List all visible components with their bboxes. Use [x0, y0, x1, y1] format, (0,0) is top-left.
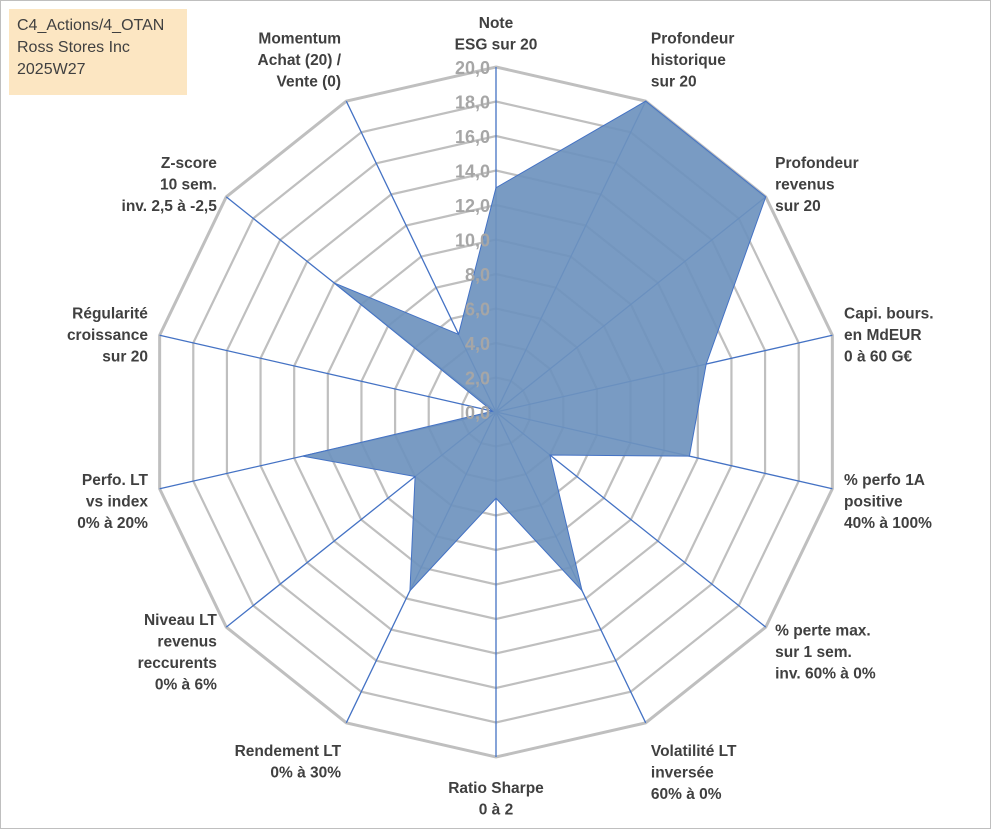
info-portfolio: C4_Actions/4_OTAN — [17, 17, 165, 34]
category-label: Momentum Achat (20) / Vente (0) — [258, 31, 342, 91]
category-label: Rendement LT 0% à 30% — [235, 743, 342, 782]
category-label: % perte max. sur 1 sem. inv. 60% à 0% — [775, 623, 876, 683]
tick-label: 14,0 — [455, 162, 490, 182]
category-label: Régularité croissance sur 20 — [67, 305, 148, 365]
tick-label: 10,0 — [455, 231, 490, 251]
category-label: Z-score 10 sem. inv. 2,5 à -2,5 — [122, 155, 218, 215]
category-label: Volatilité LT inversée 60% à 0% — [651, 743, 737, 803]
tick-label: 0,0 — [465, 403, 490, 423]
category-label: Ratio Sharpe 0 à 2 — [448, 780, 544, 819]
info-box: C4_Actions/4_OTAN Ross Stores Inc 2025W2… — [9, 9, 187, 95]
tick-label: 16,0 — [455, 127, 490, 147]
tick-label: 12,0 — [455, 196, 490, 216]
radar-series — [302, 100, 767, 593]
category-label: Perfo. LT vs index 0% à 20% — [77, 472, 148, 532]
tick-label: 2,0 — [465, 369, 490, 389]
info-week: 2025W27 — [17, 61, 86, 78]
category-label: % perfo 1A positive 40% à 100% — [844, 472, 932, 532]
tick-label: 18,0 — [455, 93, 490, 113]
category-label: Profondeur historique sur 20 — [651, 31, 735, 91]
spoke-line — [159, 334, 497, 413]
series-area — [302, 100, 767, 593]
radar-category-labels: Note ESG sur 20 Profondeur historique sur 20… — [67, 15, 934, 819]
category-label: Niveau LT revenus reccurents 0% à 6% — [138, 612, 218, 694]
info-company: Ross Stores Inc — [17, 39, 130, 56]
category-label: Capi. bours. en MdEUR 0 à 60 G€ — [844, 305, 934, 365]
radar-tick-labels: 0,0 2,0 4,0 6,0 8,0 10,0 12,0 14,0 16,0 18,0 20,0 — [455, 58, 490, 423]
category-label: Note ESG sur 20 — [455, 15, 538, 54]
tick-label: 8,0 — [465, 265, 490, 285]
tick-label: 6,0 — [465, 300, 490, 320]
tick-label: 4,0 — [465, 334, 490, 354]
category-label: Profondeur revenus sur 20 — [775, 155, 859, 215]
tick-label: 20,0 — [455, 58, 490, 78]
